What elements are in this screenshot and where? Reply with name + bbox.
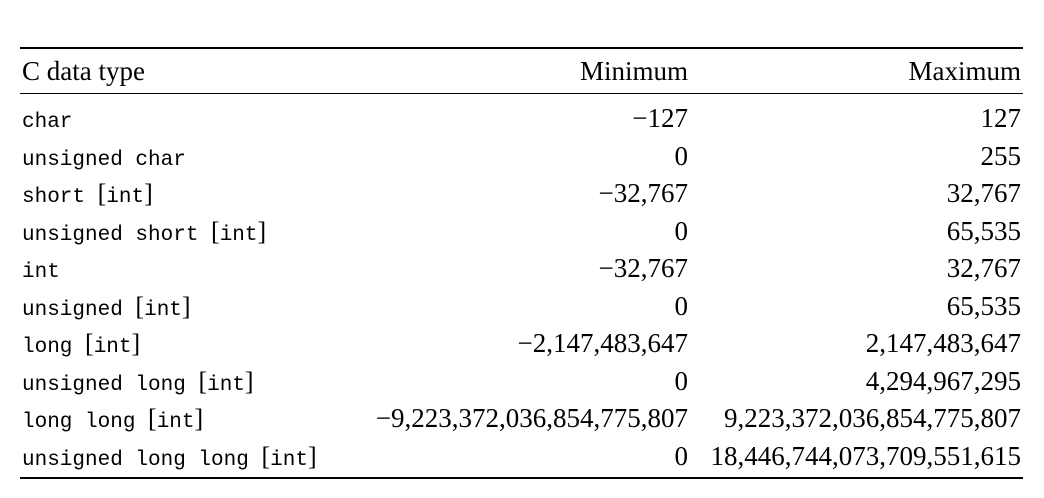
- optional-bracket: [: [85, 329, 94, 358]
- optional-bracket: ]: [257, 216, 267, 246]
- cell-data-type: int: [20, 250, 370, 288]
- cell-minimum: −32,767: [598, 178, 688, 208]
- optional-bracket: [: [135, 291, 145, 321]
- cell-maximum: 65,535: [946, 290, 1021, 321]
- optional-bracket: [: [148, 404, 157, 433]
- table-row: unsigned [int] 0 65,535: [20, 288, 1023, 326]
- table-row: unsigned char 0 255: [20, 138, 1023, 176]
- cell-data-type: char: [20, 100, 370, 138]
- cell-minimum: −2,147,483,647: [517, 328, 688, 358]
- c-data-types-table: C data type Minimum Maximum char −127 12…: [20, 47, 1023, 479]
- cell-data-type: unsigned [int]: [20, 288, 370, 326]
- table-row: long [int] −2,147,483,647 2,147,483,647: [20, 325, 1023, 363]
- optional-bracket: ]: [244, 366, 254, 396]
- cell-maximum: 9,223,372,036,854,775,807: [724, 403, 1021, 433]
- type-name-text: short [int]: [22, 179, 153, 209]
- table-row: unsigned long long [int] 0 18,446,744,07…: [20, 438, 1023, 476]
- table-row: unsigned long [int] 0 4,294,967,295: [20, 363, 1023, 401]
- type-name-text: unsigned long long [int]: [22, 441, 317, 472]
- optional-bracket: ]: [144, 179, 153, 208]
- cell-maximum: 32,767: [946, 253, 1021, 283]
- cell-maximum: 32,767: [946, 178, 1021, 208]
- optional-bracket: [: [97, 179, 107, 208]
- cell-data-type: long long [int]: [20, 400, 370, 438]
- optional-bracket: ]: [181, 291, 191, 321]
- optional-bracket: ]: [131, 329, 141, 358]
- cell-minimum: −32,767: [598, 253, 688, 283]
- type-name-text: unsigned char: [22, 148, 186, 172]
- cell-data-type: unsigned short [int]: [20, 213, 370, 251]
- type-name-text: char: [22, 111, 73, 134]
- optional-bracket: [: [261, 441, 271, 471]
- cell-data-type: unsigned long long [int]: [20, 438, 370, 476]
- table-row: long long [int] −9,223,372,036,854,775,8…: [20, 400, 1023, 438]
- cell-data-type: unsigned char: [20, 138, 370, 176]
- table-row: char −127 127: [20, 100, 1023, 138]
- column-header-minimum: Minimum: [579, 56, 688, 86]
- type-name-text: unsigned long [int]: [22, 366, 254, 397]
- cell-minimum: 0: [674, 440, 689, 471]
- cell-minimum: −9,223,372,036,854,775,807: [375, 403, 688, 433]
- cell-minimum: 0: [674, 140, 689, 171]
- cell-maximum: 4,294,967,295: [865, 365, 1021, 396]
- type-name-text: long long [int]: [22, 404, 204, 434]
- cell-maximum: 18,446,744,073,709,551,615: [710, 440, 1022, 471]
- cell-minimum: −127: [632, 103, 688, 133]
- type-name-text: unsigned [int]: [22, 291, 191, 322]
- cell-data-type: unsigned long [int]: [20, 363, 370, 401]
- cell-maximum: 127: [980, 103, 1022, 133]
- type-name-text: unsigned short [int]: [22, 216, 267, 247]
- optional-bracket: [: [211, 216, 220, 246]
- type-name-text: long [int]: [22, 329, 141, 359]
- table-row: unsigned short [int] 0 65,535: [20, 213, 1023, 251]
- cell-maximum: 255: [980, 140, 1022, 171]
- cell-data-type: short [int]: [20, 175, 370, 213]
- cell-maximum: 65,535: [946, 215, 1021, 246]
- table-body: char −127 127 unsigned char 0 255 short …: [20, 94, 1023, 477]
- table-header-row: C data type Minimum Maximum: [20, 49, 1023, 94]
- optional-bracket: ]: [307, 441, 317, 471]
- optional-bracket: ]: [194, 404, 204, 433]
- cell-minimum: 0: [674, 290, 689, 321]
- optional-bracket: [: [198, 366, 208, 396]
- column-header-maximum: Maximum: [908, 56, 1022, 86]
- table-row: short [int] −32,767 32,767: [20, 175, 1023, 213]
- type-name-text: int: [22, 261, 60, 284]
- cell-minimum: 0: [674, 365, 689, 396]
- table-row: int −32,767 32,767: [20, 250, 1023, 288]
- cell-maximum: 2,147,483,647: [865, 328, 1021, 358]
- cell-data-type: long [int]: [20, 325, 370, 363]
- column-header-c-data-type: C data type: [22, 56, 145, 86]
- cell-minimum: 0: [674, 215, 689, 246]
